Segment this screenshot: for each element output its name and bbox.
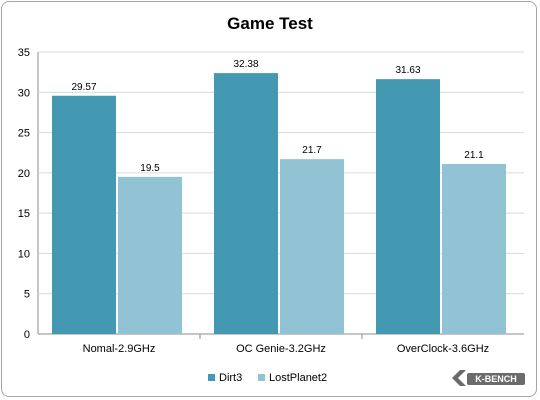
bar-dirt3-1 [214, 73, 278, 334]
y-tick-label: 0 [24, 329, 30, 341]
data-label: 21.1 [464, 150, 484, 161]
data-label: 21.7 [302, 145, 322, 156]
x-tick-label: OC Genie-3.2GHz [236, 343, 326, 355]
x-tick-label: OverClock-3.6GHz [397, 343, 489, 355]
x-tick-label: Nomal-2.9GHz [83, 343, 156, 355]
logo-text: K-BENCH [475, 374, 517, 384]
kbench-logo: K-BENCH [452, 370, 525, 386]
y-tick-label: 15 [18, 208, 30, 220]
legend-label-dirt3: Dirt3 [219, 372, 242, 384]
data-label: 29.57 [71, 82, 96, 93]
y-tick-label: 35 [18, 47, 30, 59]
data-labels: 29.57 32.38 31.63 19.5 21.7 21.1 [71, 59, 484, 174]
x-axis-ticks: Nomal-2.9GHz OC Genie-3.2GHz OverClock-3.6… [83, 334, 489, 355]
legend-label-lostplanet2: LostPlanet2 [269, 372, 327, 384]
y-axis-ticks: 0 5 10 15 20 25 30 35 [18, 47, 30, 341]
bar-dirt3-0 [52, 95, 116, 335]
legend: Dirt3 LostPlanet2 [208, 372, 327, 384]
y-tick-label: 20 [18, 168, 30, 180]
data-label: 32.38 [233, 59, 258, 70]
data-label: 31.63 [395, 65, 420, 76]
legend-swatch-lostplanet2 [258, 374, 265, 381]
bars [52, 73, 506, 335]
y-tick-label: 30 [18, 87, 30, 99]
bar-dirt3-2 [376, 79, 440, 334]
bar-lostplanet2-1 [280, 159, 344, 334]
chart-title: Game Test [227, 14, 313, 33]
logo-plate [467, 373, 525, 385]
y-tick-label: 5 [24, 289, 30, 301]
data-label: 19.5 [140, 163, 160, 174]
bar-lostplanet2-0 [118, 176, 182, 334]
y-tick-label: 25 [18, 128, 30, 140]
bar-lostplanet2-2 [442, 163, 506, 334]
y-tick-label: 10 [18, 248, 30, 260]
logo-chevron-icon [452, 370, 466, 386]
legend-swatch-dirt3 [208, 374, 215, 381]
